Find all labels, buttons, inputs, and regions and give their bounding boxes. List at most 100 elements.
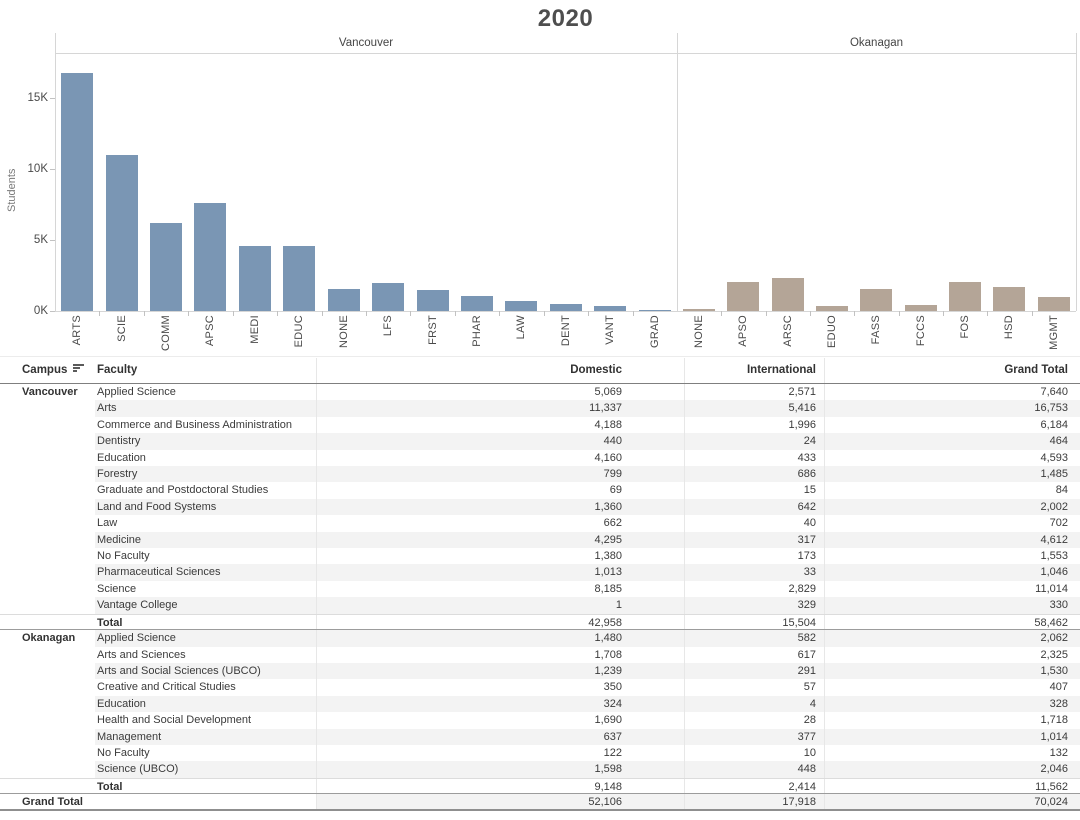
international-value[interactable]: 15,504 [684,614,824,630]
column-header-international[interactable]: International [684,358,824,383]
grand-total-value[interactable]: 1,553 [824,548,1080,565]
faculty-cell[interactable]: Commerce and Business Administration [97,418,293,431]
table-row-vancouver[interactable]: Education 4,160 433 4,593 [0,449,1080,467]
domestic-value[interactable]: 350 [316,679,684,696]
grand-total-value[interactable]: 6,184 [824,416,1080,434]
bar-arsc[interactable] [771,278,804,311]
table-row-vancouver[interactable]: Vantage College 1 329 330 [0,597,1080,614]
table-row-vancouver[interactable]: No Faculty 1,380 173 1,553 [0,548,1080,565]
bar-none[interactable] [683,309,716,311]
grand-total-value[interactable]: 1,530 [824,662,1080,680]
grand-total-value[interactable]: 407 [824,679,1080,696]
bar-none[interactable] [327,289,360,311]
faculty-cell[interactable]: Dentistry [95,433,316,450]
grand-total-value[interactable]: 58,462 [824,614,1080,630]
faculty-cell[interactable]: Vantage College [95,597,316,614]
category-label-fccs[interactable]: FCCS [914,315,927,347]
international-value[interactable]: 291 [684,662,824,680]
table-row-okanagan[interactable]: Arts and Sciences 1,708 617 2,325 [0,646,1080,663]
grand-total-value[interactable]: 2,046 [824,761,1080,778]
faculty-cell[interactable]: Arts and Sciences [97,648,186,661]
table-row-okanagan[interactable]: Management 637 377 1,014 [0,728,1080,745]
bar-vant[interactable] [594,306,627,311]
domestic-value[interactable]: 1 [316,597,684,614]
international-value[interactable]: 24 [684,433,824,450]
faculty-cell[interactable]: Graduate and Postdoctoral Studies [97,484,269,497]
grand-total-value[interactable]: 11,014 [824,580,1080,598]
bar-apsc[interactable] [194,203,227,311]
bar-grad[interactable] [638,310,671,311]
domestic-value[interactable]: 4,295 [316,531,684,549]
faculty-cell[interactable]: Science [97,582,137,595]
international-value[interactable]: 2,414 [684,778,824,794]
domestic-value[interactable]: 1,480 [316,630,684,647]
category-label-phar[interactable]: PHAR [471,315,483,347]
grand-total-value[interactable]: 1,014 [824,728,1080,745]
international-value[interactable]: 173 [684,548,824,565]
domestic-value[interactable]: 9,148 [316,778,684,794]
grand-total-value[interactable]: 4,612 [824,531,1080,549]
international-value[interactable]: 317 [684,531,824,549]
grand-total-value[interactable]: 1,485 [824,466,1080,483]
grand-total-value[interactable]: 1,046 [824,564,1080,581]
total-row-vancouver[interactable]: Total 42,958 15,504 58,462 [0,613,1080,631]
international-value[interactable]: 686 [684,466,824,483]
bar-fccs[interactable] [904,305,937,311]
table-row-vancouver[interactable]: Pharmaceutical Sciences 1,013 33 1,046 [0,564,1080,581]
column-header-grand-total[interactable]: Grand Total [824,358,1080,383]
bar-dent[interactable] [549,304,582,311]
faculty-cell[interactable]: Law [97,517,118,530]
domestic-value[interactable]: 662 [316,515,684,532]
category-label-apsc[interactable]: APSC [204,315,217,347]
grand-total-value[interactable]: 84 [824,482,1080,499]
domestic-value[interactable]: 440 [316,433,684,450]
faculty-cell[interactable]: Forestry [95,466,316,483]
grand-total-value[interactable]: 7,640 [824,384,1080,401]
domestic-value[interactable]: 11,337 [316,400,684,417]
grand-total-value[interactable]: 16,753 [824,400,1080,417]
international-value[interactable]: 1,996 [684,416,824,434]
faculty-cell[interactable]: Education [97,451,146,464]
domestic-value[interactable]: 1,690 [316,712,684,729]
bar-apso[interactable] [727,282,760,311]
category-label-dent[interactable]: DENT [559,315,572,347]
category-label-apso[interactable]: APSO [737,315,750,347]
faculty-cell[interactable]: No Faculty [97,746,150,759]
category-label-scie[interactable]: SCIE [115,315,128,342]
column-header-campus[interactable]: Campus [0,358,95,383]
category-label-frst[interactable]: FRST [426,315,439,345]
faculty-cell[interactable]: Arts and Social Sciences (UBCO) [95,662,316,680]
faculty-cell[interactable]: Total [97,780,123,793]
category-label-educ[interactable]: EDUC [293,315,306,348]
grand-total-value[interactable]: 2,002 [824,498,1080,516]
table-row-okanagan[interactable]: Creative and Critical Studies 350 57 407 [0,679,1080,696]
table-row-okanagan[interactable]: Okanagan Applied Science 1,480 582 2,062 [0,630,1080,647]
table-row-vancouver[interactable]: Law 662 40 702 [0,515,1080,532]
domestic-value[interactable]: 1,239 [316,662,684,680]
grand-total-value[interactable]: 328 [824,695,1080,713]
category-label-arts[interactable]: ARTS [71,315,84,346]
international-value[interactable]: 15 [684,482,824,499]
table-row-okanagan[interactable]: Arts and Social Sciences (UBCO) 1,239 291 1… [0,662,1080,680]
grand-total-value[interactable]: 2,325 [824,646,1080,663]
total-row-okanagan[interactable]: Total 9,148 2,414 11,562 [0,777,1080,795]
domestic-value[interactable]: 1,708 [316,646,684,663]
table-row-okanagan[interactable]: Education 324 4 328 [0,695,1080,713]
faculty-cell[interactable]: Land and Food Systems [95,498,316,516]
category-label-lfs[interactable]: LFS [382,315,395,337]
domestic-value[interactable]: 1,598 [316,761,684,778]
category-label-fos[interactable]: FOS [959,315,972,339]
international-value[interactable]: 617 [684,646,824,663]
international-value[interactable]: 433 [684,449,824,467]
bar-arts[interactable] [61,73,94,311]
bar-phar[interactable] [461,296,493,311]
faculty-cell[interactable]: Science (UBCO) [95,761,316,778]
category-label-comm[interactable]: COMM [160,315,173,352]
international-value[interactable]: 2,829 [684,580,824,598]
table-row-okanagan[interactable]: Health and Social Development 1,690 28 1,71… [0,712,1080,729]
international-value[interactable]: 448 [684,761,824,778]
bar-hsd[interactable] [993,287,1026,311]
grand-total-row[interactable]: Grand Total 52,106 17,918 70,024 [0,794,1080,811]
international-value[interactable]: 5,416 [684,400,824,417]
faculty-cell[interactable]: Total [97,616,123,629]
